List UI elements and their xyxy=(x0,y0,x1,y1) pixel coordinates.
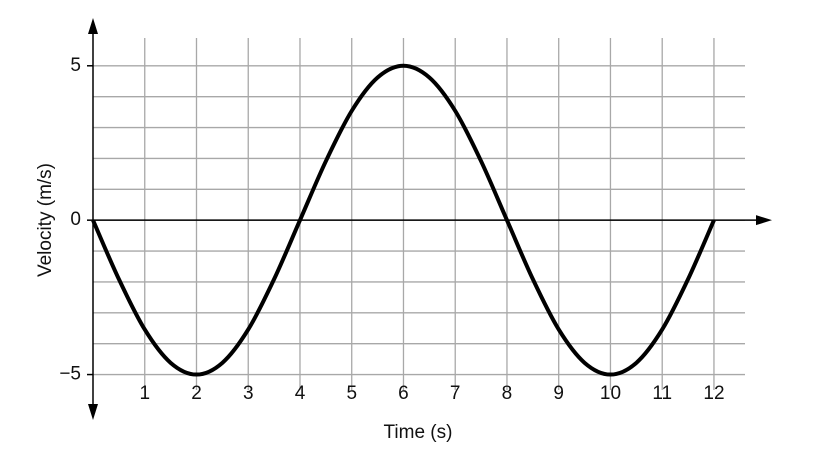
x-tick-label: 6 xyxy=(398,383,409,404)
x-axis-arrow xyxy=(756,215,772,226)
x-tick-label: 10 xyxy=(600,383,621,404)
y-axis-arrow xyxy=(88,18,98,34)
x-tick-label: 11 xyxy=(652,383,672,404)
velocity-curve xyxy=(91,63,716,377)
y-tick-label: 0 xyxy=(70,209,81,230)
x-tick-label: 9 xyxy=(553,383,564,404)
y-tick-label: 5 xyxy=(70,55,81,76)
x-tick-label: 4 xyxy=(295,383,306,404)
y-axis-arrow xyxy=(88,404,98,420)
y-axis-title: Velocity (m/s) xyxy=(35,163,56,277)
x-tick-label: 3 xyxy=(243,383,254,404)
x-axis-title: Time (s) xyxy=(384,422,453,443)
x-tick-label: 5 xyxy=(346,383,357,404)
y-tick-label: −5 xyxy=(59,364,81,385)
x-tick-label: 1 xyxy=(139,383,150,404)
x-tick-label: 2 xyxy=(191,383,202,404)
x-tick-label: 12 xyxy=(703,383,724,404)
x-tick-label: 8 xyxy=(502,383,513,404)
x-tick-label: 7 xyxy=(450,383,461,404)
